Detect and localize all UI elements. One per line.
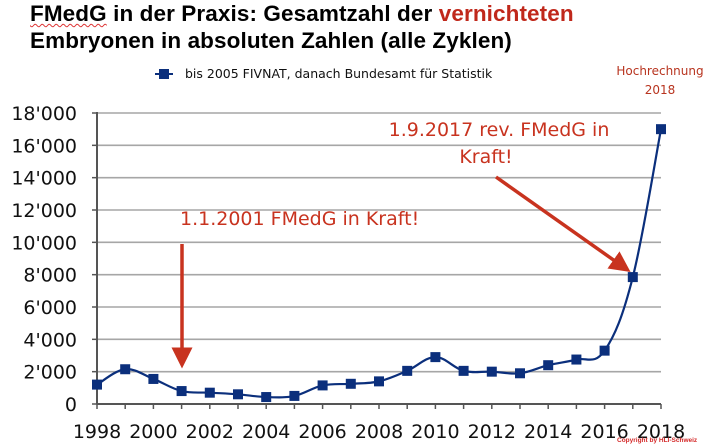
x-tick-label: 2012	[468, 421, 516, 443]
title-fmedg: FMedG	[30, 1, 107, 26]
projection-label: Hochrechnung 2018	[612, 62, 708, 100]
x-tick-label: 2002	[186, 421, 234, 443]
y-tick-label: 16'000	[11, 135, 77, 157]
annotation-2017-line2: Kraft!	[459, 146, 512, 168]
data-point-marker	[289, 390, 300, 401]
x-tick-label: 2004	[242, 421, 290, 443]
y-tick-label: 14'000	[11, 168, 77, 190]
slide-title: FMedG in der Praxis: Gesamtzahl der vern…	[30, 0, 574, 54]
data-point-marker	[571, 354, 582, 365]
data-point-marker	[599, 345, 610, 356]
y-tick-label: 12'000	[11, 200, 77, 222]
projection-line-1: Hochrechnung	[616, 64, 704, 78]
x-tick-label: 2018	[637, 421, 685, 443]
data-point-marker	[458, 365, 469, 376]
data-point-marker	[486, 366, 497, 377]
data-point-marker	[627, 272, 638, 283]
annotation-2017-line1: 1.9.2017 rev. FMedG in	[389, 119, 610, 141]
title-middle: in der Praxis: Gesamtzahl der	[106, 1, 439, 26]
arrow-2017-icon	[494, 175, 631, 273]
x-tick-label: 2008	[355, 421, 403, 443]
legend-label: bis 2005 FIVNAT, danach Bundesamt für St…	[185, 66, 493, 81]
x-tick-label: 2014	[524, 421, 572, 443]
y-tick-label: 4'000	[23, 329, 77, 351]
x-tick-label: 2010	[411, 421, 459, 443]
y-tick-label: 6'000	[23, 297, 77, 319]
projection-line-2: 2018	[644, 83, 676, 97]
copyright-text: Copyright by HLI-Schweiz	[617, 437, 698, 444]
x-tick-label: 2000	[129, 421, 177, 443]
data-point-marker	[233, 389, 243, 400]
y-tick-label: 18'000	[11, 103, 77, 125]
chart-gridlines	[97, 112, 661, 373]
x-tick-label: 1998	[73, 421, 121, 443]
x-tick-label: 2006	[298, 421, 346, 443]
data-point-marker	[261, 392, 272, 403]
data-point-marker	[92, 379, 102, 390]
title-accent: vernichteten	[438, 1, 574, 26]
data-point-marker	[317, 380, 328, 391]
chart-legend: bis 2005 FIVNAT, danach Bundesamt für St…	[155, 66, 492, 81]
y-tick-label: 0	[65, 394, 77, 416]
title-line-2: Embryonen in absoluten Zahlen (alle Zykl…	[30, 28, 512, 53]
y-tick-label: 2'000	[23, 362, 77, 384]
data-point-marker	[345, 378, 356, 389]
data-point-marker	[148, 373, 159, 384]
title-line-1: FMedG in der Praxis: Gesamtzahl der vern…	[30, 0, 574, 27]
data-point-marker	[543, 360, 554, 371]
data-point-marker	[515, 368, 525, 379]
series-markers	[92, 124, 666, 403]
annotation-2001: 1.1.2001 FMedG in Kraft!	[180, 208, 419, 230]
x-axis: 1998 2000 2002 2004 2006 2008 2010 2012 2014 2016…	[73, 403, 685, 443]
data-point-marker	[402, 365, 413, 376]
y-axis: 0 2'000 4'000 6'000 8'000 10'000 12'000 14'000 1…	[11, 103, 98, 416]
y-tick-label: 8'000	[23, 265, 77, 287]
legend-square-marker-icon	[155, 68, 173, 79]
y-tick-label: 10'000	[11, 232, 77, 254]
data-point-marker	[176, 386, 187, 397]
data-point-marker	[374, 376, 384, 387]
data-point-marker	[430, 352, 441, 363]
x-tick-label: 2016	[580, 421, 628, 443]
data-point-marker	[120, 364, 131, 375]
data-point-marker	[204, 387, 215, 398]
data-point-marker	[656, 124, 666, 135]
